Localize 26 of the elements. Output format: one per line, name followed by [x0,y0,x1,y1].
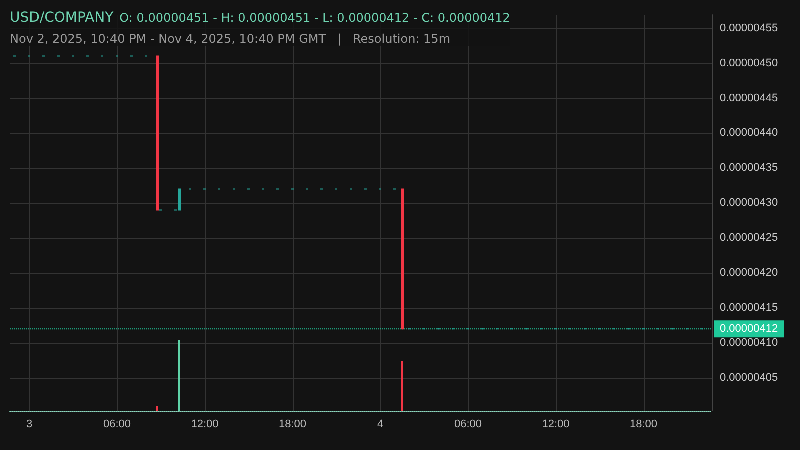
y-tick-label: 0.00000445 [720,92,778,104]
y-tick-label: 0.00000415 [720,302,778,314]
chart-title: USD/COMPANY [10,10,114,26]
candlestick [156,56,159,211]
y-tick-label: 0.00000435 [720,162,778,174]
x-tick-label: 12:00 [542,418,570,430]
y-tick-label: 0.00000440 [720,127,778,140]
y-tick-label: 0.00000405 [720,372,778,384]
annotation: O: 0.00000451 - H: 0.00000451 - L: 0.00000412 - C: 0.00000412 [120,11,510,25]
x-tick-label: 3 [26,418,33,430]
y-tick-label: 0.00000425 [720,232,778,244]
candlestick [401,188,404,330]
ref-line-label: 0.00000412 [720,323,778,336]
candlestick [178,188,181,211]
y-tick-label: 0.00000430 [720,197,778,210]
y-tick-label: 0.00000455 [720,22,778,34]
x-tick-label: 4 [377,418,384,430]
text: Nov 2, 2025, 10:40 PM - Nov 4, 2025, 10:40 PM GMT | Resolution: 15m [10,32,452,46]
x-tick-label: 06:00 [103,418,132,430]
y-tick-label: 0.00000420 [720,267,778,280]
x-tick-label: 12:00 [191,418,219,430]
x-tick-label: 18:00 [278,418,307,430]
x-tick-label: 06:00 [454,418,482,430]
y-tick-label: 0.00000450 [720,57,778,70]
x-tick-label: 18:00 [630,418,658,430]
y-tick-label: 0.00000410 [720,337,778,350]
